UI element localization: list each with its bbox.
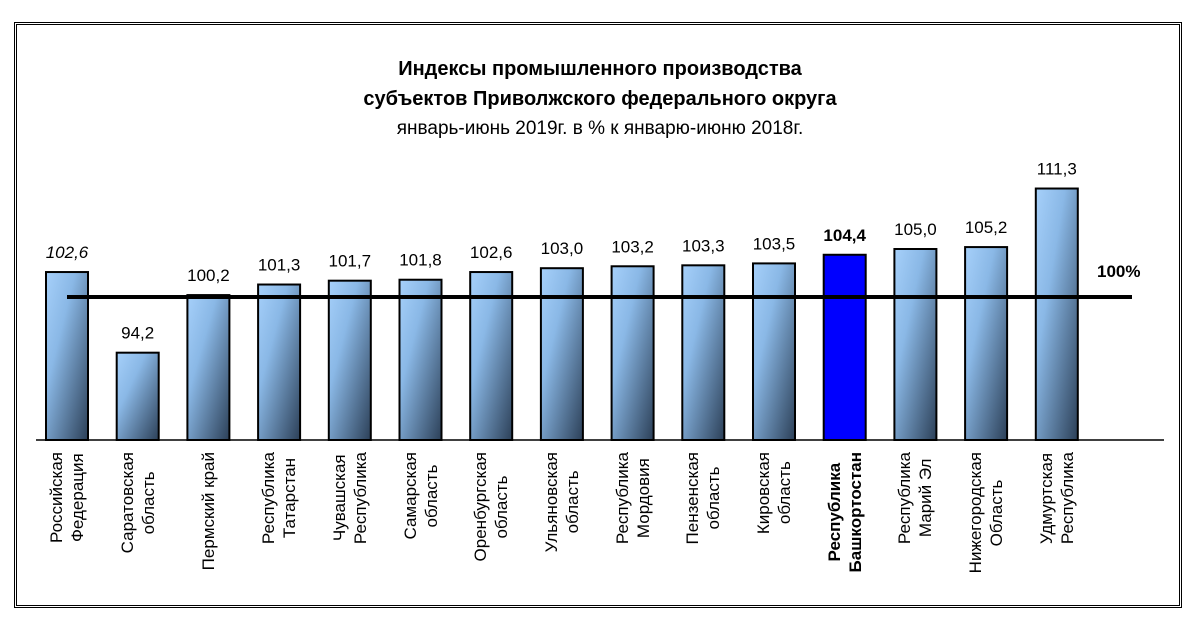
reference-line-label: 100% — [1097, 262, 1141, 281]
data-label: 94,2 — [121, 324, 154, 343]
data-label: 101,8 — [399, 251, 442, 270]
category-label: Республика Марий Эл — [895, 452, 936, 545]
data-label: 102,6 — [46, 243, 89, 262]
data-label: 100,2 — [187, 266, 230, 285]
data-label: 103,3 — [682, 236, 725, 255]
data-label: 105,2 — [965, 218, 1008, 237]
data-label: 104,4 — [823, 226, 866, 245]
category-label: Республика Мордовия — [612, 452, 653, 545]
bar — [681, 264, 726, 441]
bar — [893, 248, 938, 441]
category-label: Нижегородская Область — [966, 452, 1007, 574]
bar — [469, 271, 514, 442]
category-label: Удмуртская Республика — [1036, 452, 1077, 545]
data-label: 111,3 — [1037, 160, 1077, 179]
data-label: 103,0 — [541, 239, 584, 258]
bar — [610, 265, 655, 441]
category-label: Республика Татарстан — [259, 452, 300, 545]
category-label: Пензенская область — [683, 452, 724, 545]
data-label: 102,6 — [470, 243, 513, 262]
bar — [398, 278, 443, 441]
category-label: Ульяновская область — [541, 452, 582, 553]
chart-frame — [14, 22, 1182, 608]
data-label: 101,3 — [258, 256, 301, 275]
category-label: Республика Башкортостан — [824, 452, 865, 573]
category-label: Российская Федерация — [47, 452, 87, 544]
bar — [964, 246, 1009, 441]
category-label: Саратовская область — [117, 452, 158, 554]
category-label: Чувашская Республика — [329, 452, 370, 545]
bar — [257, 283, 302, 441]
bar — [539, 267, 584, 442]
bar — [1034, 187, 1079, 441]
bar — [115, 351, 160, 441]
bar — [186, 294, 231, 441]
bar — [752, 262, 796, 441]
data-label: 105,0 — [894, 220, 937, 239]
chart-title-line2: субъектов Приволжского федерального окру… — [363, 88, 837, 110]
data-label: 103,5 — [753, 234, 796, 253]
bar — [45, 271, 89, 442]
category-label: Кировская область — [754, 452, 794, 535]
bar — [327, 279, 372, 441]
chart-title: Индексы промышленного производства — [398, 58, 802, 80]
data-label: 101,7 — [329, 252, 372, 271]
bar — [822, 253, 867, 441]
category-label: Самарская область — [400, 452, 441, 540]
chart-subtitle: январь-июнь 2019г. в % к январю-июню 201… — [396, 118, 804, 139]
category-label: Пермский край — [198, 452, 218, 571]
category-label: Оренбургская область — [471, 452, 512, 562]
data-label: 103,2 — [611, 237, 654, 256]
